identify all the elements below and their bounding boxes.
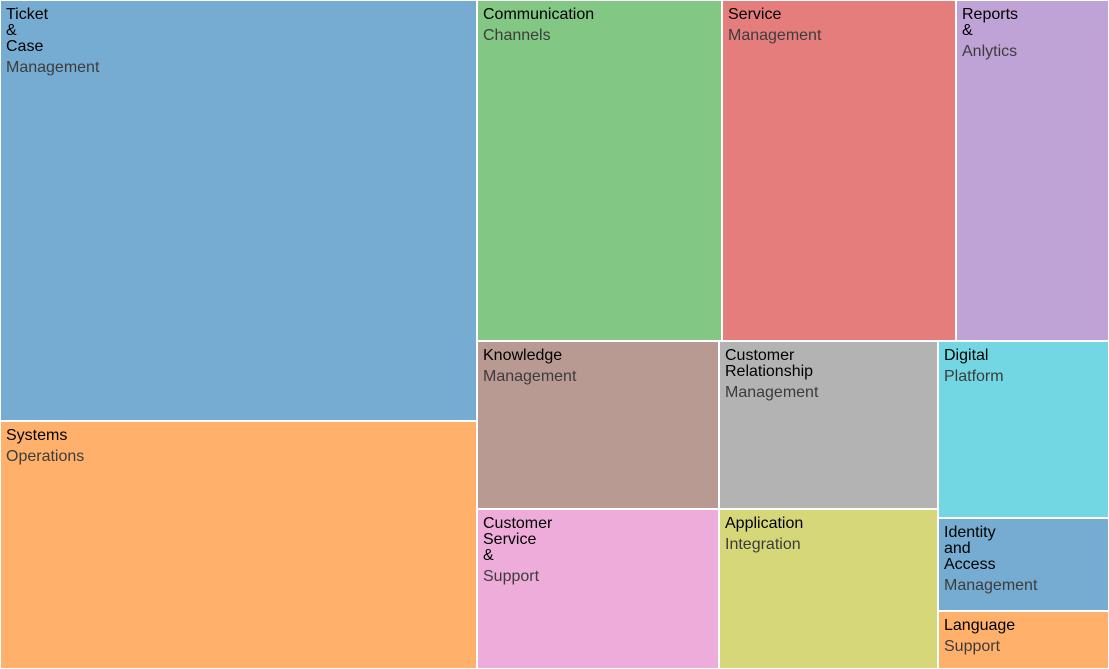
tile-label: Digital Platform <box>944 348 1106 386</box>
tile-subtitle: Management <box>725 384 819 401</box>
tile-subtitle: Management <box>728 27 822 44</box>
tile-title: Customer Relationship <box>725 347 814 380</box>
treemap-tile: Knowledge Management <box>477 341 719 509</box>
tile-title: Identity and Access <box>944 524 996 573</box>
tile-title: Digital <box>944 347 989 364</box>
treemap-tile: Reports & Anlytics <box>956 0 1109 341</box>
tile-label: Application Integration <box>725 516 935 554</box>
tile-label: Identity and Access Management <box>944 525 1106 595</box>
treemap-tile: Ticket & Case Management <box>0 0 477 421</box>
tile-subtitle: Management <box>6 59 100 76</box>
tile-subtitle: Platform <box>944 368 1004 385</box>
treemap-tile: Application Integration <box>719 509 938 669</box>
tile-label: Communication Channels <box>483 7 719 45</box>
tile-title: Customer Service & <box>483 515 553 564</box>
treemap-tile: Identity and Access Management <box>938 518 1109 611</box>
treemap-tile: Customer Relationship Management <box>719 341 938 509</box>
tile-label: Customer Service & Support <box>483 516 716 586</box>
treemap-tile: Systems Operations <box>0 421 477 669</box>
tile-subtitle: Management <box>944 577 1038 594</box>
tile-title: Ticket & Case <box>6 6 49 55</box>
tile-title: Language <box>944 617 1016 634</box>
tile-label: Ticket & Case Management <box>6 7 474 77</box>
treemap-tile: Communication Channels <box>477 0 722 341</box>
treemap-tile: Language Support <box>938 611 1109 669</box>
tile-label: Language Support <box>944 618 1106 656</box>
tile-title: Knowledge <box>483 347 563 364</box>
tile-title: Systems <box>6 427 68 444</box>
tile-title: Application <box>725 515 804 532</box>
tile-subtitle: Integration <box>725 536 801 553</box>
tile-title: Communication <box>483 6 595 23</box>
tile-subtitle: Support <box>944 638 1001 655</box>
treemap-tile: Digital Platform <box>938 341 1109 518</box>
tile-label: Knowledge Management <box>483 348 716 386</box>
tile-subtitle: Operations <box>6 448 85 465</box>
tile-label: Systems Operations <box>6 428 474 466</box>
tile-subtitle: Management <box>483 368 577 385</box>
tile-label: Service Management <box>728 7 953 45</box>
treemap-tile: Customer Service & Support <box>477 509 719 669</box>
treemap-tile: Service Management <box>722 0 956 341</box>
tile-label: Customer Relationship Management <box>725 348 935 402</box>
tile-label: Reports & Anlytics <box>962 7 1106 61</box>
tile-subtitle: Support <box>483 568 540 585</box>
tile-subtitle: Channels <box>483 27 551 44</box>
tile-title: Reports & Anlytics <box>962 6 1019 61</box>
tile-title: Service <box>728 6 782 23</box>
